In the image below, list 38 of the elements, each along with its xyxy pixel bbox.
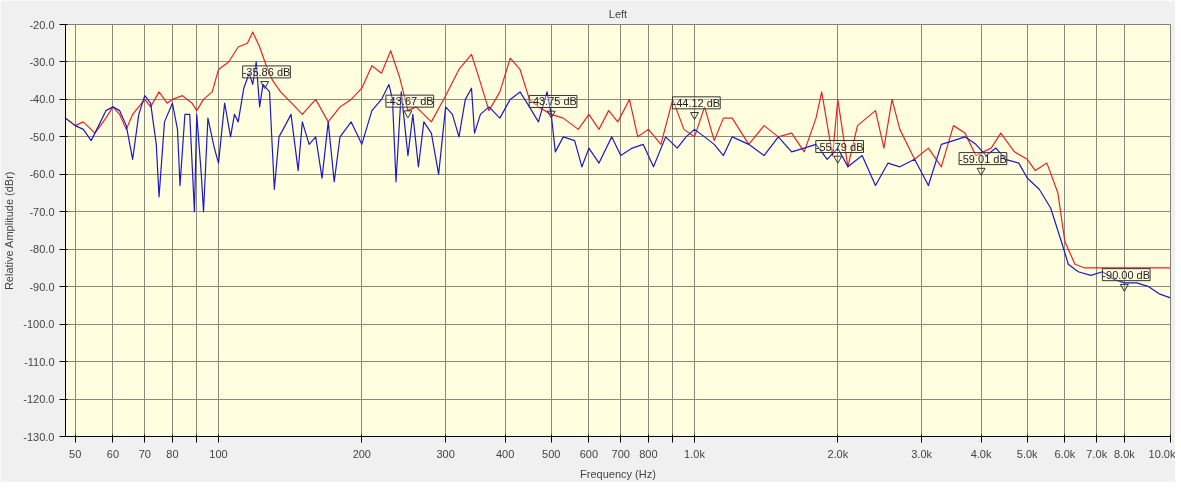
y-tick-label: -110.0 (24, 355, 55, 368)
x-tick-label: 5.0k (1016, 447, 1039, 460)
x-tick-label: 200 (352, 447, 371, 460)
y-tick-label: -40.0 (29, 93, 55, 106)
x-tick-label: 10.0k (1148, 447, 1176, 460)
x-tick-label: 800 (639, 447, 658, 460)
y-tick-label: -60.0 (29, 168, 55, 181)
y-tick-label: -80.0 (29, 243, 55, 256)
x-tick-label: 70 (138, 447, 151, 460)
x-tick-label: 50 (69, 447, 82, 460)
annotation: -44.12 dB (672, 96, 721, 109)
x-tick-label: 4.0k (970, 447, 992, 460)
y-tick-label: -30.0 (29, 55, 55, 68)
x-tick-label: 700 (611, 447, 630, 460)
x-tick-label: 60 (106, 447, 120, 460)
y-tick-label: -70.0 (29, 205, 55, 218)
x-tick-label: 600 (579, 447, 599, 460)
x-tick-label: 300 (436, 447, 455, 460)
annotation: -35.86 dB (242, 65, 291, 78)
x-axis-title: Frequency (Hz) (580, 467, 656, 480)
x-tick-label: 7.0k (1086, 447, 1108, 460)
x-tick-label: 1.0k (684, 447, 706, 460)
x-tick-label: 80 (166, 447, 179, 460)
y-tick-label: -50.0 (29, 130, 55, 143)
x-tick-label: 500 (542, 447, 561, 460)
y-tick-label: -100.0 (23, 318, 55, 331)
y-axis-title: Relative Amplitude (dBr) (3, 171, 16, 291)
x-tick-label: 2.0k (827, 447, 849, 460)
x-tick-label: 6.0k (1054, 447, 1076, 460)
x-tick-label: 400 (495, 447, 515, 460)
x-tick-label: 3.0k (911, 447, 933, 460)
y-tick-label: -130.0 (23, 430, 55, 443)
y-tick-label: -90.0 (29, 280, 55, 293)
x-tick-label: 8.0k (1113, 447, 1136, 460)
x-tick-label: 100 (209, 447, 228, 460)
y-tick-label: -120.0 (23, 393, 55, 406)
chart-title: Left (608, 7, 628, 20)
y-tick-label: -20.0 (29, 18, 55, 31)
